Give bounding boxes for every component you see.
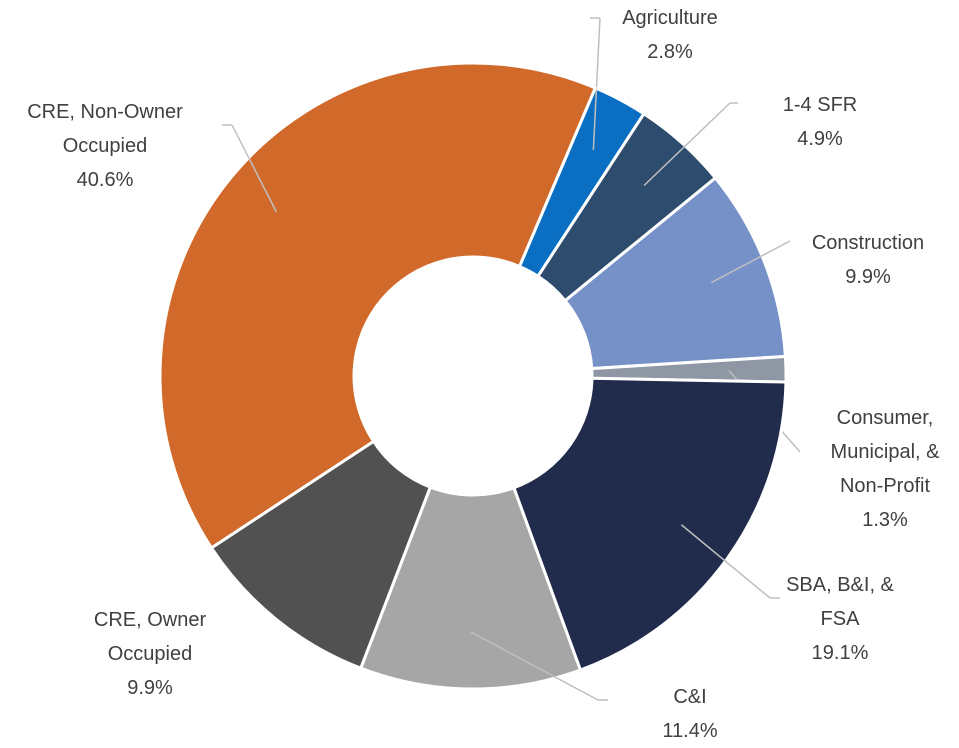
donut-slice xyxy=(209,439,433,671)
donut-slice xyxy=(511,376,788,672)
value-label: 1.3% xyxy=(862,509,908,531)
slice-label: 1-4 SFR 4.9% xyxy=(760,88,880,156)
slice-label: C&I 11.4% xyxy=(635,680,745,748)
slice-label: Consumer, Municipal, & Non-Profit 1.3% xyxy=(815,401,955,537)
donut-slice xyxy=(358,485,583,691)
leader-line xyxy=(470,631,599,701)
donut-slice xyxy=(158,61,598,550)
slice-label: SBA, B&I, & FSA 19.1% xyxy=(785,568,895,670)
category-label: CRE, Non-Owner Occupied xyxy=(27,101,183,157)
slice-label: Construction 9.9% xyxy=(783,226,953,294)
value-label: 2.8% xyxy=(647,41,693,63)
category-label: Consumer, Municipal, & Non-Profit xyxy=(830,407,940,497)
donut-slice xyxy=(563,175,787,371)
leader-line xyxy=(592,17,601,151)
category-label: C&I xyxy=(673,686,707,708)
category-label: Agriculture xyxy=(622,7,718,29)
category-label: SBA, B&I, & FSA xyxy=(786,574,894,630)
category-label: CRE, Owner Occupied xyxy=(93,609,207,665)
leader-line xyxy=(643,102,731,187)
value-label: 4.9% xyxy=(797,128,843,150)
slice-label: CRE, Non-Owner Occupied 40.6% xyxy=(15,95,195,197)
category-label: Construction xyxy=(811,232,925,254)
category-label: 1-4 SFR xyxy=(782,94,858,116)
leader-line xyxy=(680,524,771,599)
slice-label: CRE, Owner Occupied 9.9% xyxy=(80,603,220,705)
slice-label: Agriculture 2.8% xyxy=(590,1,750,69)
leader-line xyxy=(231,124,278,213)
value-label: 40.6% xyxy=(76,169,134,191)
value-label: 19.1% xyxy=(811,642,869,664)
leader-line xyxy=(710,240,791,284)
value-label: 9.9% xyxy=(845,266,891,288)
value-label: 11.4% xyxy=(662,720,718,742)
value-label: 9.9% xyxy=(127,677,173,699)
